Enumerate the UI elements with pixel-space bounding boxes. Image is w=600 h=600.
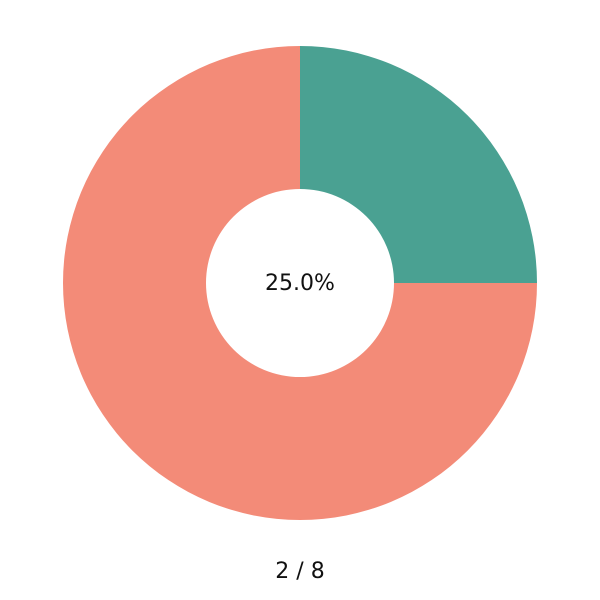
caption: 2 / 8 xyxy=(275,559,324,584)
donut-slice xyxy=(300,46,537,283)
slices xyxy=(63,46,537,520)
center-label: 25.0% xyxy=(265,271,335,296)
donut-slice xyxy=(63,46,537,520)
